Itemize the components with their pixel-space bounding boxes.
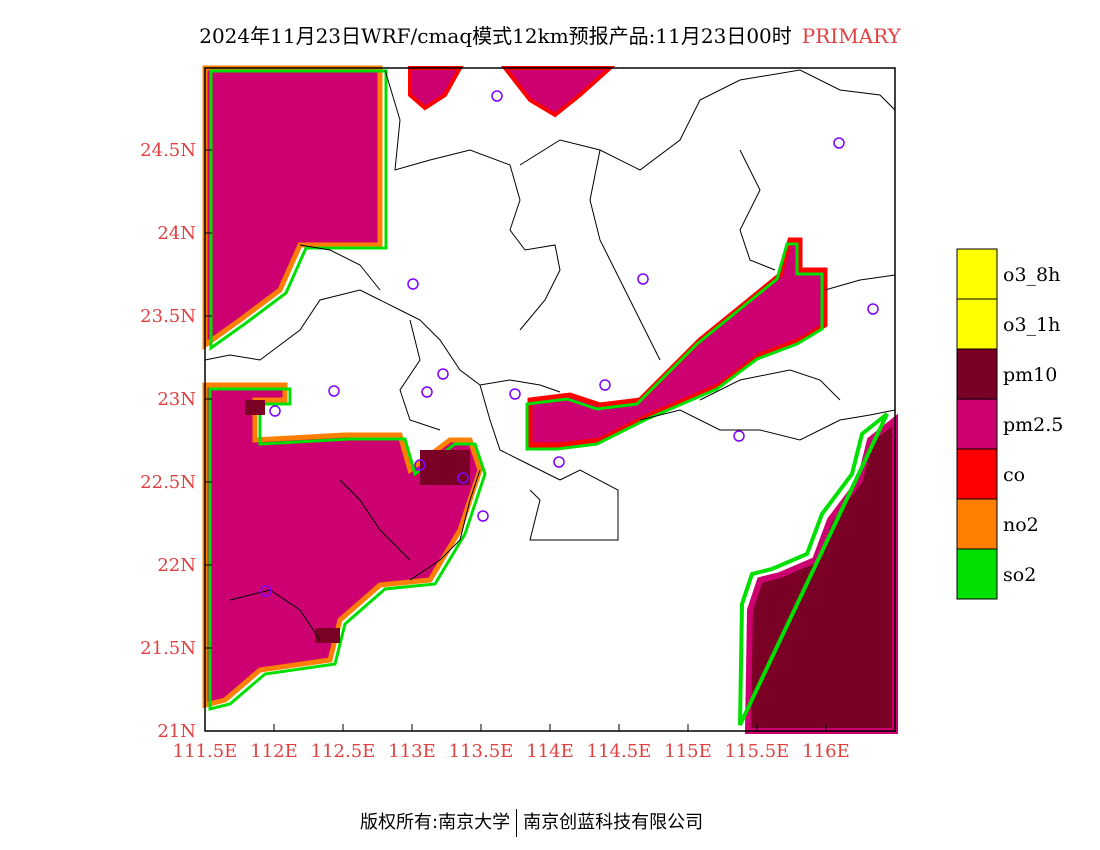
legend-label: pm2.5	[1003, 414, 1063, 436]
pm25-band-east	[525, 237, 828, 451]
x-tick-label: 111.5E	[173, 741, 238, 762]
station-marker	[437, 368, 449, 380]
x-tick-label: 115E	[664, 741, 712, 762]
legend-swatch	[956, 448, 998, 500]
pm25-field-west	[202, 65, 487, 711]
y-axis: 21N 21.5N 22N 22.5N 23N 23.5N 24N 24.5N	[140, 140, 212, 742]
legend-label: o3_8h	[1003, 264, 1060, 286]
copyright-footer: 版权所有:南京大学 南京创蓝科技有限公司	[360, 808, 703, 837]
copyright-left: 版权所有:南京大学	[360, 812, 511, 833]
station-marker	[269, 405, 281, 417]
y-tick-label: 21N	[157, 721, 196, 742]
y-tick-label: 24N	[157, 223, 196, 244]
y-tick-label: 22.5N	[140, 472, 196, 493]
station-marker	[491, 90, 503, 102]
station-marker	[457, 472, 469, 484]
station-marker	[599, 379, 611, 391]
station-marker	[509, 388, 521, 400]
y-tick-label: 23N	[157, 389, 196, 410]
map-title: 2024年11月23日WRF/cmaq模式12km预报产品:11月23日00时 P…	[0, 20, 1100, 49]
y-tick-label: 24.5N	[140, 140, 196, 161]
coastline-boundaries	[204, 69, 896, 641]
legend-swatch	[956, 498, 998, 550]
x-tick-label: 113.5E	[449, 741, 514, 762]
station-marker	[733, 430, 745, 442]
legend-label: so2	[1003, 564, 1036, 586]
legend-swatch	[956, 348, 998, 400]
legend: o3_8h o3_1h pm10 pm2.5 co no2 so2	[956, 248, 1063, 600]
station-marker	[260, 585, 272, 597]
legend-swatch	[956, 398, 998, 450]
x-tick-label: 116E	[802, 741, 850, 762]
station-marker	[833, 137, 845, 149]
map-title-main: 2024年11月23日WRF/cmaq模式12km预报产品:11月23日00时	[199, 24, 792, 48]
station-marker	[477, 510, 489, 522]
x-tick-label: 114.5E	[587, 741, 652, 762]
legend-swatch	[956, 298, 998, 350]
y-tick-label: 21.5N	[140, 638, 196, 659]
legend-label: pm10	[1003, 364, 1057, 386]
x-tick-label: 112.5E	[311, 741, 376, 762]
legend-label: o3_1h	[1003, 314, 1060, 336]
y-tick-label: 22N	[157, 555, 196, 576]
x-tick-label: 115.5E	[725, 741, 790, 762]
legend-swatch	[956, 248, 998, 300]
station-marker	[407, 278, 419, 290]
legend-label: no2	[1003, 514, 1039, 536]
station-marker	[421, 386, 433, 398]
station-marker	[867, 303, 879, 315]
station-marker	[637, 273, 649, 285]
x-tick-label: 113E	[388, 741, 436, 762]
map-title-tag: PRIMARY	[801, 24, 901, 48]
station-markers	[260, 90, 879, 597]
station-marker	[414, 459, 426, 471]
legend-swatch	[956, 548, 998, 600]
x-axis: 111.5E 112E 112.5E 113E 113.5E 114E 114.5E 115E…	[173, 724, 850, 762]
footer-divider	[516, 809, 518, 837]
legend-label: co	[1003, 464, 1025, 486]
station-marker	[553, 456, 565, 468]
x-tick-label: 114E	[526, 741, 574, 762]
y-tick-label: 23.5N	[140, 306, 196, 327]
station-marker	[328, 385, 340, 397]
copyright-right: 南京创蓝科技有限公司	[523, 812, 704, 833]
map-plot-area	[202, 65, 898, 734]
x-tick-label: 112E	[250, 741, 298, 762]
